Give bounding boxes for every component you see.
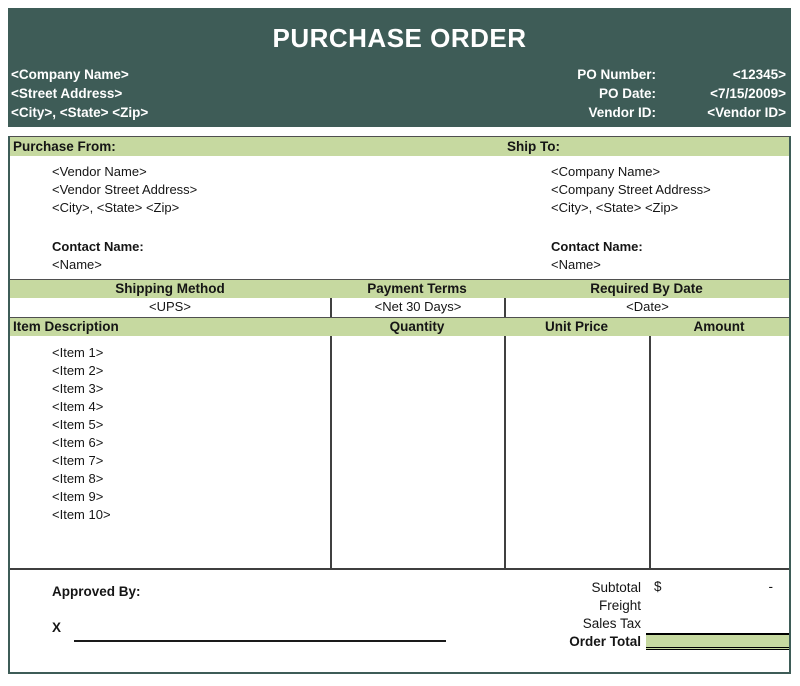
approved-by-label: Approved By: xyxy=(52,584,141,599)
page-title: PURCHASE ORDER xyxy=(272,23,527,53)
po-date-field[interactable]: <7/15/2009> xyxy=(710,86,786,101)
order-total-label: Order Total xyxy=(569,633,641,649)
vendor-id-label: Vendor ID: xyxy=(588,105,656,120)
subtotal-field[interactable]: $ - xyxy=(646,578,789,596)
shipto-street-field[interactable]: <Company Street Address> xyxy=(551,182,711,197)
company-street-field[interactable]: <Street Address> xyxy=(11,86,123,101)
quantity-header: Quantity xyxy=(389,319,445,334)
order-total-field[interactable] xyxy=(646,632,789,650)
subtotal-row: Subtotal $ - xyxy=(469,578,789,596)
item-row[interactable]: <Item 9> xyxy=(52,489,104,504)
document-body: Purchase From: Ship To: <Vendor Name> <V… xyxy=(8,136,791,674)
vendor-name-field[interactable]: <Vendor Name> xyxy=(52,164,147,179)
item-description-column: <Item 1> <Item 2> <Item 3> <Item 4> <Ite… xyxy=(10,336,330,568)
payment-terms-header: Payment Terms xyxy=(367,281,467,296)
purchase-from-heading: Purchase From: xyxy=(13,139,116,154)
item-description-header: Item Description xyxy=(13,319,119,334)
item-row[interactable]: <Item 4> xyxy=(52,399,104,414)
order-total-row: Order Total xyxy=(469,632,789,650)
footer-section: Approved By: X Subtotal $ - Freight xyxy=(10,568,789,670)
sales-tax-field[interactable] xyxy=(646,614,789,632)
items-table-body: <Item 1> <Item 2> <Item 3> <Item 4> <Ite… xyxy=(10,336,789,568)
document-header: PURCHASE ORDER <Company Name> <Street Ad… xyxy=(8,8,791,127)
address-section-bar: Purchase From: Ship To: xyxy=(10,136,789,156)
sales-tax-label: Sales Tax xyxy=(582,615,641,631)
unit-price-column[interactable] xyxy=(504,336,649,568)
vendor-contact-field[interactable]: <Name> xyxy=(52,257,102,272)
item-row[interactable]: <Item 6> xyxy=(52,435,104,450)
items-header-row: Item Description Quantity Unit Price Amo… xyxy=(10,317,789,336)
required-by-date-header: Required By Date xyxy=(590,281,703,296)
subtotal-label: Subtotal xyxy=(591,579,641,595)
vendor-contact-label: Contact Name: xyxy=(52,239,144,254)
terms-header-row: Shipping Method Payment Terms Required B… xyxy=(10,279,789,298)
ship-to-heading: Ship To: xyxy=(507,139,560,154)
address-section: <Vendor Name> <Vendor Street Address> <C… xyxy=(10,156,789,279)
freight-row: Freight xyxy=(469,596,789,614)
freight-field[interactable] xyxy=(646,596,789,614)
po-date-label: PO Date: xyxy=(598,86,656,101)
sales-tax-row: Sales Tax xyxy=(469,614,789,632)
terms-values-row: <UPS> <Net 30 Days> <Date> xyxy=(10,298,789,317)
company-address-block: <Company Name> <Street Address> <City>, … xyxy=(11,65,148,122)
shipto-city-field[interactable]: <City>, <State> <Zip> xyxy=(551,200,679,215)
purchase-order-document: PURCHASE ORDER <Company Name> <Street Ad… xyxy=(8,8,791,674)
totals-block: Subtotal $ - Freight Sales Tax xyxy=(469,578,789,650)
shipping-method-header: Shipping Method xyxy=(115,281,225,296)
vendor-id-field[interactable]: <Vendor ID> xyxy=(707,105,786,120)
po-number-field[interactable]: <12345> xyxy=(732,67,786,82)
item-row[interactable]: <Item 8> xyxy=(52,471,104,486)
po-number-label: PO Number: xyxy=(577,67,656,82)
item-row[interactable]: <Item 10> xyxy=(52,507,111,522)
payment-terms-field[interactable]: <Net 30 Days> xyxy=(330,298,504,317)
signature-x-mark: X xyxy=(52,620,62,635)
freight-label: Freight xyxy=(598,597,641,613)
item-row[interactable]: <Item 2> xyxy=(52,363,104,378)
required-by-date-field[interactable]: <Date> xyxy=(504,298,789,317)
vendor-city-field[interactable]: <City>, <State> <Zip> xyxy=(52,200,180,215)
shipto-name-field[interactable]: <Company Name> xyxy=(551,164,661,179)
shipping-method-field[interactable]: <UPS> xyxy=(149,299,191,314)
subtotal-amount: - xyxy=(768,579,774,594)
amount-header: Amount xyxy=(693,319,745,334)
purchase-from-block: <Vendor Name> <Vendor Street Address> <C… xyxy=(10,156,504,279)
company-name-field[interactable]: <Company Name> xyxy=(11,67,129,82)
shipto-contact-field[interactable]: <Name> xyxy=(551,257,601,272)
ship-to-block: <Company Name> <Company Street Address> … xyxy=(504,156,789,279)
item-row[interactable]: <Item 3> xyxy=(52,381,104,396)
item-row[interactable]: <Item 7> xyxy=(52,453,104,468)
currency-symbol: $ xyxy=(654,579,662,594)
item-row[interactable]: <Item 5> xyxy=(52,417,104,432)
item-row[interactable]: <Item 1> xyxy=(52,345,104,360)
unit-price-header: Unit Price xyxy=(544,319,609,334)
po-meta-block: PO Number: <12345> PO Date: <7/15/2009> … xyxy=(577,65,786,122)
shipto-contact-label: Contact Name: xyxy=(551,239,643,254)
signature-line[interactable] xyxy=(74,640,446,642)
amount-column[interactable] xyxy=(649,336,789,568)
quantity-column[interactable] xyxy=(330,336,504,568)
company-city-field[interactable]: <City>, <State> <Zip> xyxy=(11,105,149,120)
vendor-street-field[interactable]: <Vendor Street Address> xyxy=(52,182,198,197)
